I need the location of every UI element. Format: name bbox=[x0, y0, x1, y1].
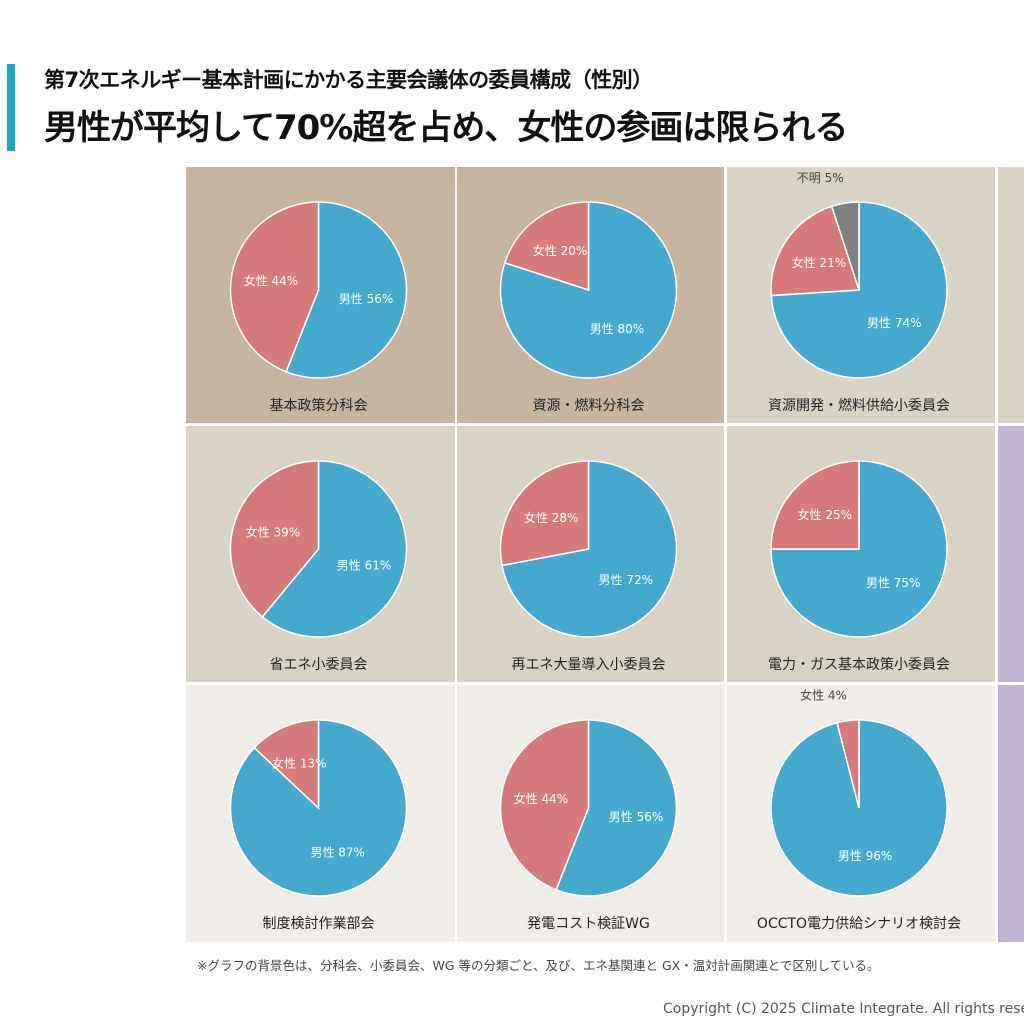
data-label: 男性 80% bbox=[590, 322, 645, 336]
pie-slice bbox=[836, 719, 860, 809]
accent-bar bbox=[7, 64, 15, 151]
chart-title: 発電コスト検証WG bbox=[527, 916, 650, 932]
pie-slice bbox=[229, 201, 320, 373]
data-label: 男性 56% bbox=[609, 810, 664, 824]
pie-slice bbox=[770, 205, 861, 297]
chart-title: 基本政策分科会 bbox=[270, 397, 368, 414]
pie-slice bbox=[499, 460, 590, 567]
data-label: 男性 96% bbox=[838, 849, 893, 863]
pie-slice bbox=[830, 201, 860, 291]
chart-title: 資源・燃料分科会 bbox=[533, 397, 645, 414]
data-label: 女性 28% bbox=[524, 510, 579, 525]
data-label: 男性 72% bbox=[599, 573, 654, 587]
data-label: 女性 25% bbox=[798, 507, 853, 522]
page-subtitle: 第7次エネルギー基本計画にかかる主要会議体の委員構成（性別） bbox=[44, 68, 653, 92]
copyright: Copyright (C) 2025 Climate Integrate. Al… bbox=[663, 1001, 1024, 1017]
pie-slice bbox=[229, 460, 320, 618]
chart-title: OCCTO電力供給シナリオ検討会 bbox=[757, 916, 961, 932]
data-label: 女性 44% bbox=[244, 273, 299, 288]
data-label: 女性 20% bbox=[533, 243, 588, 258]
data-label: 男性 61% bbox=[337, 558, 392, 572]
pie-slice bbox=[501, 460, 678, 638]
page-title: 男性が平均して70%超を占め、女性の参画は限られる bbox=[44, 108, 848, 148]
pie-slice bbox=[499, 719, 590, 891]
data-label: 男性 56% bbox=[339, 292, 394, 306]
data-label: 女性 13% bbox=[272, 756, 327, 771]
side-panel bbox=[998, 167, 1024, 423]
chart-title: 再エネ大量導入小委員会 bbox=[512, 657, 666, 673]
data-label: 女性 44% bbox=[514, 791, 569, 806]
data-label: 女性 21% bbox=[792, 255, 847, 270]
pie-slice bbox=[555, 719, 678, 897]
data-label: 男性 87% bbox=[310, 845, 365, 859]
pie-slice bbox=[285, 201, 408, 379]
footnote: ※グラフの背景色は、分科会、小委員会、WG 等の分類ごと、及び、エネ基関連と G… bbox=[197, 958, 880, 973]
chart-title: 資源開発・燃料供給小委員会 bbox=[768, 397, 950, 414]
pie-slice bbox=[770, 460, 860, 550]
pie-slice bbox=[261, 460, 408, 638]
chart-title: 制度検討作業部会 bbox=[263, 916, 375, 932]
data-label: 男性 74% bbox=[867, 316, 922, 330]
chart-title: 電力・ガス基本政策小委員会 bbox=[768, 656, 950, 673]
side-panel bbox=[998, 685, 1024, 942]
data-label: 男性 75% bbox=[866, 576, 921, 590]
chart-title: 省エネ小委員会 bbox=[270, 657, 368, 673]
pie-slice bbox=[503, 201, 590, 292]
side-panel bbox=[998, 426, 1024, 682]
pie-slice bbox=[253, 719, 320, 810]
data-label: 女性 39% bbox=[246, 525, 301, 540]
data-label: 不明 5% bbox=[797, 171, 844, 185]
data-label: 女性 4% bbox=[800, 687, 847, 702]
